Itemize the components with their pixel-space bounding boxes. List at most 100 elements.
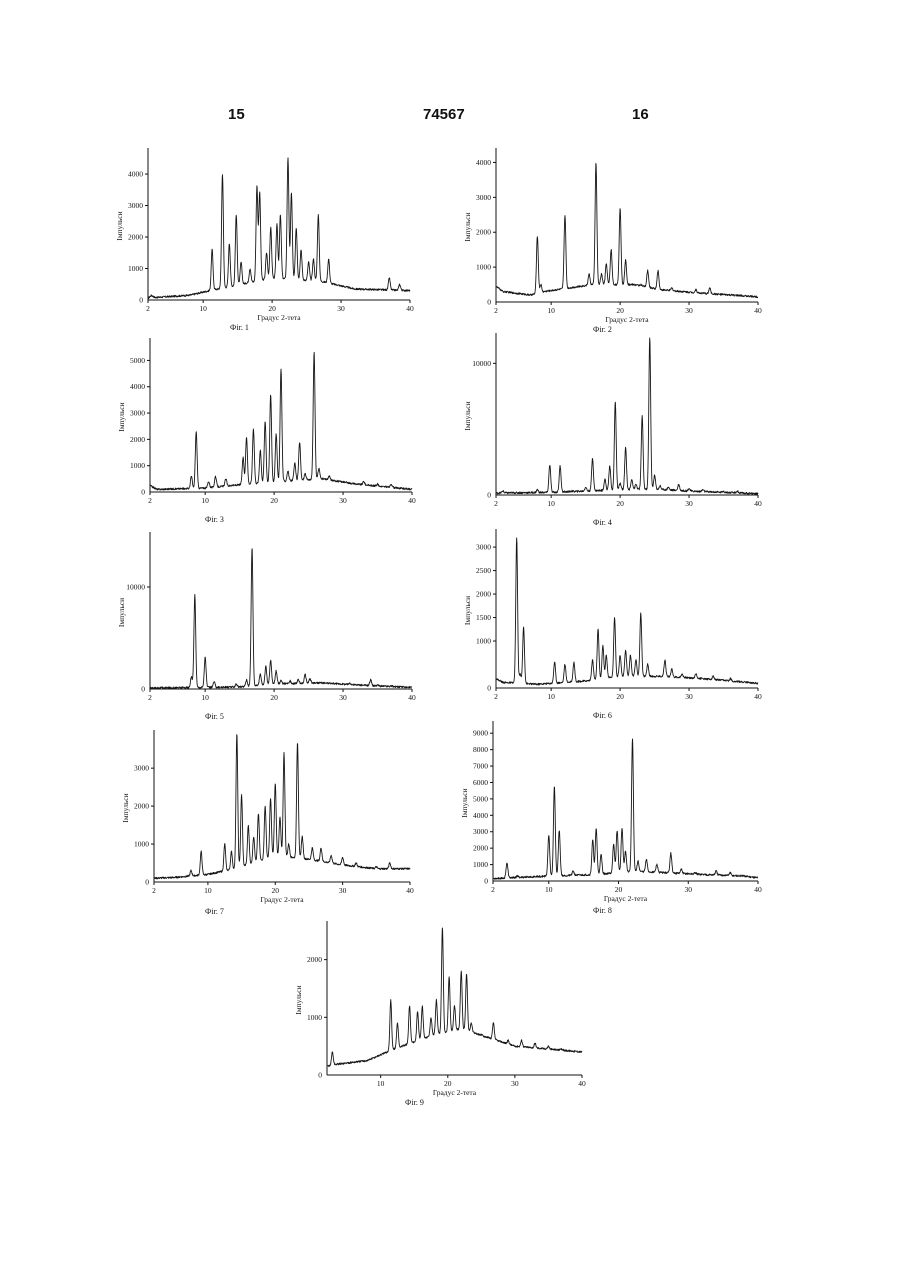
xrd-pattern-line (327, 928, 582, 1067)
y-tick-label: 3000 (134, 764, 149, 773)
x-axis-label: Градус 2-тета (260, 895, 304, 904)
x-tick-label: 10 (545, 885, 553, 894)
y-tick-label: 0 (141, 685, 145, 694)
figure-caption: Фіг. 7 (205, 907, 224, 916)
y-tick-label: 2500 (476, 566, 491, 575)
y-tick-label: 1000 (134, 840, 149, 849)
y-tick-label: 2000 (128, 233, 143, 242)
y-tick-label: 2000 (476, 228, 491, 237)
x-tick-label: 2 (148, 693, 152, 702)
xrd-figure-7: 2102030401000200030000ІмпульсиГрадус 2-т… (110, 725, 430, 925)
y-tick-label: 7000 (473, 762, 488, 771)
x-tick-label: 2 (491, 885, 495, 894)
x-tick-label: 30 (685, 692, 693, 701)
y-tick-label: 0 (139, 296, 143, 305)
x-axis-label: Градус 2-тета (257, 313, 301, 322)
y-tick-label: 1000 (473, 860, 488, 869)
y-tick-label: 4000 (130, 382, 145, 391)
x-tick-label: 10 (547, 306, 555, 315)
xrd-figure-1: 21020304010002000300040000ІмпульсиГрадус… (110, 140, 430, 365)
y-tick-label: 2000 (476, 590, 491, 599)
x-tick-label: 10 (547, 692, 555, 701)
x-tick-label: 30 (511, 1079, 519, 1088)
x-tick-label: 2 (146, 304, 150, 313)
x-tick-label: 40 (408, 496, 416, 505)
page-number-left: 15 (228, 106, 245, 123)
page-number-right: 16 (632, 106, 649, 123)
xrd-figure-8: 2102030401000200030004000500060007000800… (458, 718, 778, 923)
x-tick-label: 20 (615, 885, 623, 894)
y-axis-label: Імпульси (460, 788, 469, 817)
y-tick-label: 4000 (473, 811, 488, 820)
xrd-pattern-line (150, 549, 412, 689)
y-axis-label: Імпульси (463, 401, 472, 430)
x-tick-label: 30 (337, 304, 345, 313)
xrd-pattern-line (496, 538, 758, 685)
y-tick-label: 10000 (472, 359, 491, 368)
y-tick-label: 4000 (476, 158, 491, 167)
x-tick-label: 2 (152, 886, 156, 895)
x-tick-label: 10 (547, 499, 555, 508)
x-tick-label: 30 (685, 306, 693, 315)
x-tick-label: 2 (494, 692, 498, 701)
y-axis-label: Імпульси (117, 402, 126, 431)
xrd-figure-6: 210203040100015002000250030000ІмпульсиФі… (458, 528, 778, 728)
x-tick-label: 40 (754, 306, 762, 315)
figure-caption: Фіг. 1 (230, 323, 249, 332)
x-tick-label: 2 (494, 499, 498, 508)
y-tick-label: 0 (141, 488, 145, 497)
x-tick-label: 40 (754, 885, 762, 894)
y-axis-label: Імпульси (294, 985, 303, 1014)
figure-caption: Фіг. 3 (205, 515, 224, 524)
y-tick-label: 5000 (473, 794, 488, 803)
y-tick-label: 8000 (473, 745, 488, 754)
x-tick-label: 20 (444, 1079, 452, 1088)
xrd-figure-9: 10203040100020000ІмпульсиГрадус 2-тетаФі… (285, 918, 605, 1113)
x-tick-label: 20 (616, 499, 624, 508)
xrd-pattern-line (150, 352, 412, 490)
y-tick-label: 3000 (476, 543, 491, 552)
y-tick-label: 0 (487, 298, 491, 307)
y-tick-label: 2000 (307, 955, 322, 964)
y-axis-label: Імпульси (463, 596, 472, 625)
y-axis-label: Імпульси (463, 212, 472, 241)
xrd-pattern-line (148, 158, 410, 299)
figure-caption: Фіг. 8 (593, 906, 612, 915)
y-tick-label: 2000 (473, 844, 488, 853)
y-tick-label: 0 (484, 877, 488, 886)
y-tick-label: 2000 (134, 802, 149, 811)
y-tick-label: 3000 (476, 193, 491, 202)
x-tick-label: 40 (754, 499, 762, 508)
y-axis-label: Імпульси (117, 598, 126, 627)
x-axis-label: Градус 2-тета (433, 1088, 477, 1097)
y-tick-label: 5000 (130, 356, 145, 365)
y-tick-label: 0 (145, 878, 149, 887)
y-tick-label: 3000 (473, 827, 488, 836)
x-tick-label: 10 (204, 886, 212, 895)
y-tick-label: 1000 (128, 264, 143, 273)
y-tick-label: 1000 (476, 263, 491, 272)
x-axis-label: Градус 2-тета (605, 315, 649, 324)
x-tick-label: 40 (406, 886, 414, 895)
y-tick-label: 1000 (476, 637, 491, 646)
x-tick-label: 2 (148, 496, 152, 505)
y-tick-label: 1000 (130, 461, 145, 470)
xrd-figure-5: 210203040100000ІмпульсиФіг. 5 (110, 528, 430, 728)
x-tick-label: 40 (406, 304, 414, 313)
xrd-figure-3: 210203040100020003000400050000ІмпульсиФі… (110, 335, 430, 535)
xrd-pattern-line (496, 163, 758, 297)
x-tick-label: 20 (616, 306, 624, 315)
x-tick-label: 20 (270, 496, 278, 505)
x-tick-label: 10 (377, 1079, 385, 1088)
y-tick-label: 1000 (307, 1013, 322, 1022)
xrd-figure-2: 21020304010002000300040000ІмпульсиГрадус… (458, 140, 778, 365)
x-tick-label: 40 (408, 693, 416, 702)
x-tick-label: 30 (339, 886, 347, 895)
x-tick-label: 10 (199, 304, 207, 313)
x-tick-label: 30 (339, 496, 347, 505)
y-tick-label: 0 (487, 491, 491, 500)
figure-caption: Фіг. 9 (405, 1098, 424, 1107)
y-tick-label: 0 (487, 684, 491, 693)
x-tick-label: 20 (272, 886, 280, 895)
x-tick-label: 20 (616, 692, 624, 701)
